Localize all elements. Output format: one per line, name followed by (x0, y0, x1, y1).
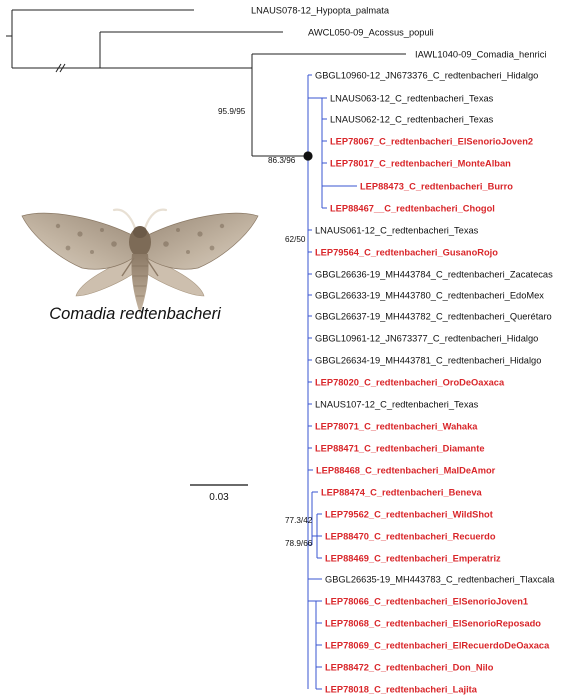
tip-label: LEP78017_C_redtenbacheri_MonteAlban (330, 159, 511, 169)
tip-label: LEP78020_C_redtenbacheri_OroDeOaxaca (315, 378, 505, 388)
tip-label: LEP78068_C_redtenbacheri_ElSenorioReposa… (325, 619, 541, 629)
break-mark (55, 63, 62, 73)
node-marker (303, 151, 313, 161)
tip-label: LEP88469_C_redtenbacheri_Emperatriz (325, 554, 501, 564)
support-value: 77.3/42 (285, 516, 313, 525)
tip-label: LEP88470_C_redtenbacheri_Recuerdo (325, 532, 496, 542)
tip-label: LEP78066_C_redtenbacheri_ElSenorioJoven1 (325, 597, 528, 607)
tip-label: GBGL26636-19_MH443784_C_redtenbacheri_Za… (315, 270, 553, 280)
moth-specimen-image (18, 196, 262, 344)
tip-label: LEP88474_C_redtenbacheri_Beneva (321, 488, 483, 498)
tip-label: LEP88467__C_redtenbacheri_Chogol (330, 204, 495, 214)
scale-bar: 0.03 (190, 484, 248, 503)
tip-label: LEP78071_C_redtenbacheri_Wahaka (315, 422, 478, 432)
scale-bar-label: 0.03 (209, 492, 229, 503)
support-values: 95.9/95 86.3/96 62/50 77.3/42 78.9/66 (218, 107, 313, 548)
tip-label: LNAUS107-12_C_redtenbacheri_Texas (315, 400, 479, 410)
tip-label: LEP88468_C_redtenbacheri_MalDeAmor (316, 466, 496, 476)
tip-labels: LNAUS078-12_Hypopta_palmata AWCL050-09_Ac… (251, 6, 555, 695)
tip-label: LEP88472_C_redtenbacheri_Don_Nilo (325, 663, 494, 673)
support-value: 95.9/95 (218, 107, 246, 116)
support-value: 86.3/96 (268, 156, 296, 165)
tip-label: GBGL26634-19_MH443781_C_redtenbacheri_Hi… (315, 356, 541, 366)
tip-label: AWCL050-09_Acossus_populi (308, 28, 434, 38)
tree-branches (6, 9, 406, 690)
tip-label: LEP78018_C_redtenbacheri_Lajita (325, 685, 478, 695)
tip-label: LNAUS061-12_C_redtenbacheri_Texas (315, 226, 479, 236)
tip-label: LEP78069_C_redtenbacheri_ElRecuerdoDeOax… (325, 641, 550, 651)
support-value: 62/50 (285, 235, 306, 244)
tip-label: GBGL10960-12_JN673376_C_redtenbacheri_Hi… (315, 71, 538, 81)
tip-label: GBGL26633-19_MH443780_C_redtenbacheri_Ed… (315, 291, 544, 301)
tip-label: GBGL26637-19_MH443782_C_redtenbacheri_Qu… (315, 312, 552, 322)
tip-label: LEP88473_C_redtenbacheri_Burro (360, 182, 513, 192)
break-mark (59, 63, 66, 73)
tip-label: LNAUS062-12_C_redtenbacheri_Texas (330, 115, 494, 125)
species-caption: Comadia redtenbacheri (49, 305, 221, 323)
tip-label: IAWL1040-09_Comadia_henrici (415, 50, 546, 60)
tip-label: GBGL26635-19_MH443783_C_redtenbacheri_Tl… (325, 575, 555, 585)
tip-label: GBGL10961-12_JN673377_C_redtenbacheri_Hi… (315, 334, 538, 344)
tip-label: LNAUS078-12_Hypopta_palmata (251, 6, 390, 16)
support-value: 78.9/66 (285, 539, 313, 548)
tip-label: LEP79564_C_redtenbacheri_GusanoRojo (315, 248, 498, 258)
tip-label: LEP79562_C_redtenbacheri_WildShot (325, 510, 493, 520)
tip-label: LNAUS063-12_C_redtenbacheri_Texas (330, 94, 494, 104)
tip-label: LEP78067_C_redtenbacheri_ElSenorioJoven2 (330, 137, 533, 147)
tip-label: LEP88471_C_redtenbacheri_Diamante (315, 444, 485, 454)
